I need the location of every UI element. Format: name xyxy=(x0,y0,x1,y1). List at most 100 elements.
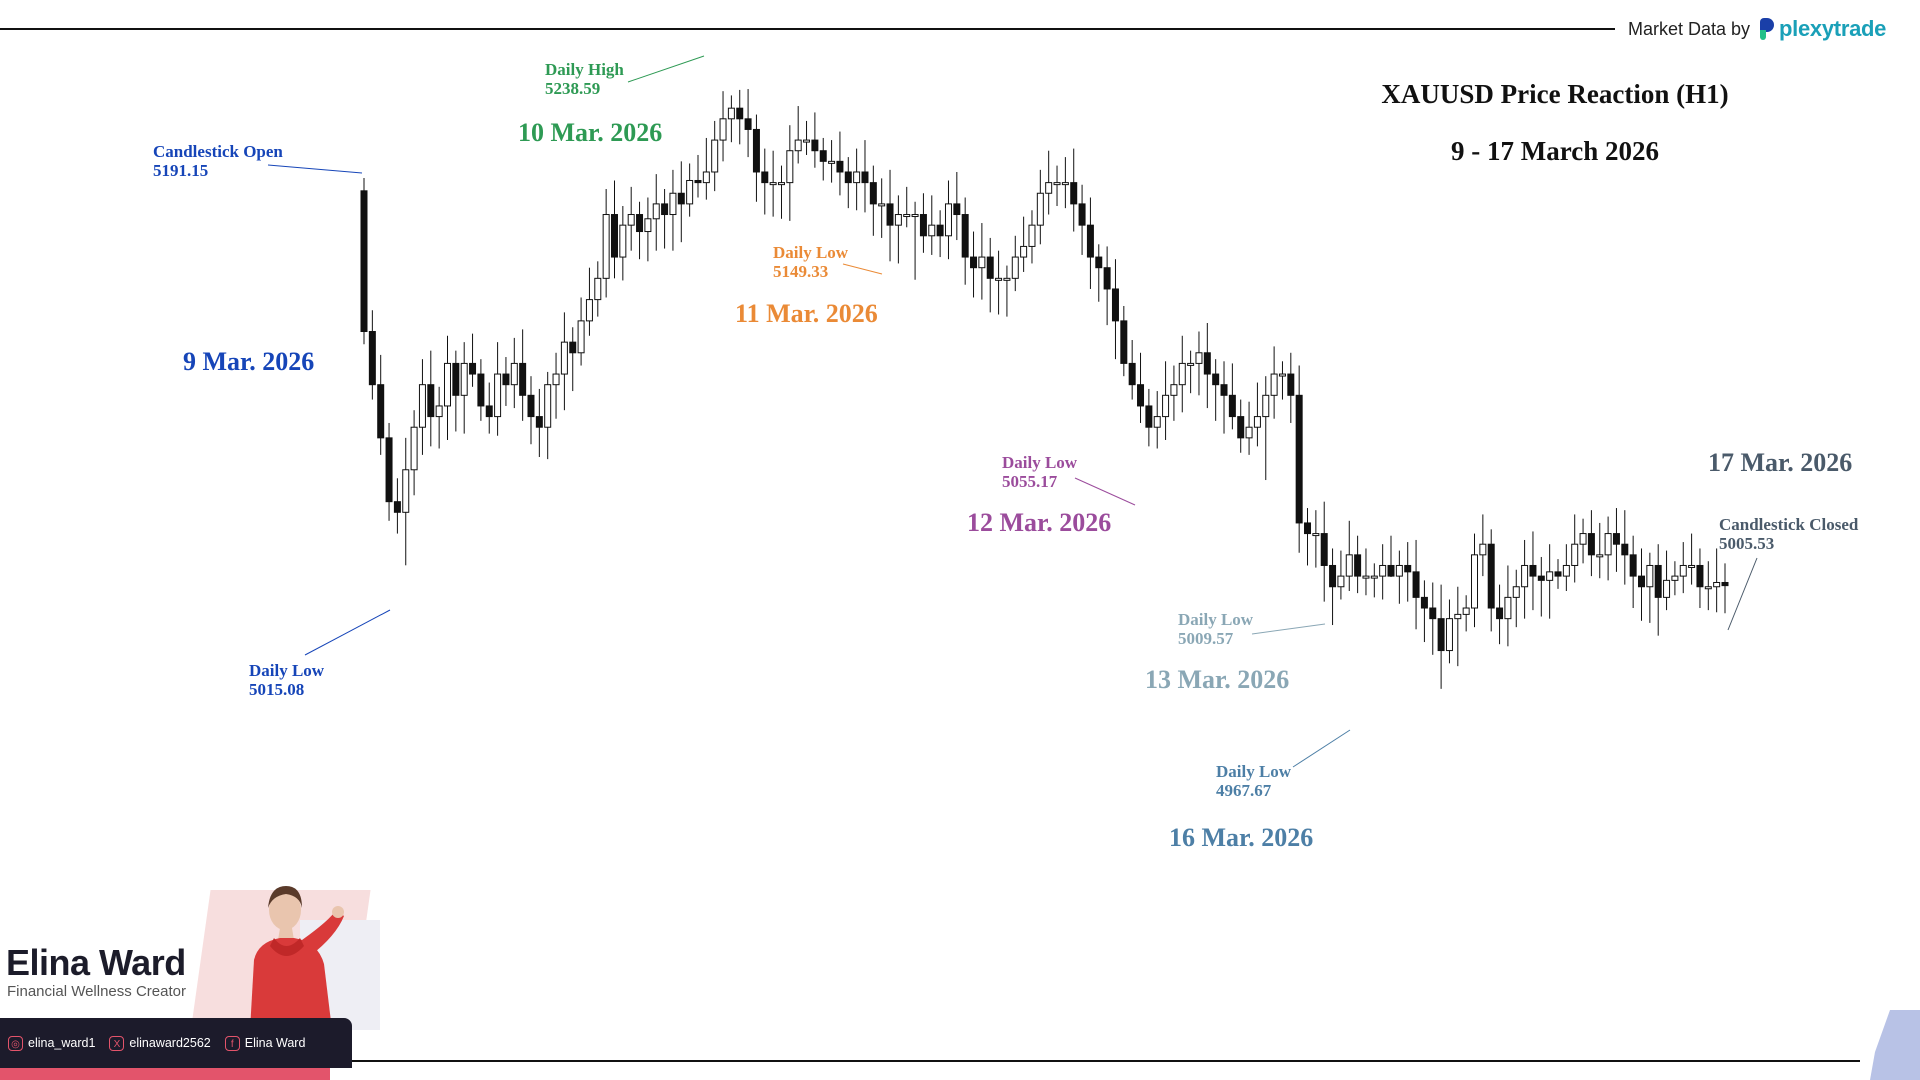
candle-body-bearish xyxy=(1404,564,1412,573)
candle-body-bullish xyxy=(794,139,802,152)
candle-body-bearish xyxy=(744,118,752,130)
candle xyxy=(794,106,802,164)
candle-body-bearish xyxy=(1354,554,1362,577)
candle xyxy=(953,171,961,241)
candle xyxy=(1713,548,1721,613)
facebook-icon: f xyxy=(224,1035,240,1051)
candle xyxy=(494,342,502,436)
candle-body-bearish xyxy=(761,171,769,184)
mar9-low-value: 5015.08 xyxy=(249,680,305,699)
social-facebook[interactable]: f Elina Ward xyxy=(224,1035,305,1051)
candle xyxy=(1137,352,1145,423)
candle xyxy=(1028,210,1036,264)
candle-body-bearish xyxy=(1320,533,1328,566)
candle-body-bearish xyxy=(569,341,577,354)
candle xyxy=(786,125,794,221)
candle-body-bearish xyxy=(1086,224,1094,258)
candle-body-bullish xyxy=(669,192,677,216)
candle xyxy=(652,174,660,251)
candle-body-bullish xyxy=(619,224,627,258)
candle-body-bearish xyxy=(427,384,435,418)
candle xyxy=(1529,531,1537,611)
candle-body-bullish xyxy=(1704,586,1712,590)
candle-body-bearish xyxy=(1387,564,1395,577)
candle-body-bearish xyxy=(1496,607,1504,620)
candle-body-bullish xyxy=(878,203,886,207)
candle xyxy=(661,189,669,249)
candle-body-bearish xyxy=(1070,182,1078,205)
date-mar16: 16 Mar. 2026 xyxy=(1169,823,1314,852)
candle-body-bullish xyxy=(602,214,610,279)
mar13-low-label: Daily Low xyxy=(1178,610,1254,629)
candle-body-bullish xyxy=(1663,579,1671,598)
candle xyxy=(1571,514,1579,583)
candle xyxy=(1287,352,1295,423)
leader-candle-closed xyxy=(1727,557,1758,631)
candle xyxy=(1562,544,1570,591)
candle-body-bearish xyxy=(694,179,702,184)
candle xyxy=(1195,331,1203,396)
candle xyxy=(777,165,785,219)
candle xyxy=(686,163,694,217)
social-instagram[interactable]: ◎ elina_ward1 xyxy=(8,1035,95,1051)
candle xyxy=(736,89,744,145)
candle xyxy=(1036,169,1044,245)
candle-body-bullish xyxy=(702,171,710,184)
date-mar10: 10 Mar. 2026 xyxy=(518,118,663,147)
candle xyxy=(1128,340,1136,400)
candle xyxy=(944,180,952,260)
candle xyxy=(1521,539,1529,619)
leader-mar13-low xyxy=(1251,623,1326,635)
candle xyxy=(636,201,644,260)
candle xyxy=(711,120,719,192)
candle xyxy=(1061,157,1069,209)
candle-body-bearish xyxy=(752,128,760,173)
candle xyxy=(1537,556,1545,617)
candle xyxy=(644,197,652,262)
candle-body-bearish xyxy=(636,214,644,233)
candle xyxy=(610,180,618,279)
candle xyxy=(1220,361,1228,434)
candle xyxy=(970,231,978,298)
candle xyxy=(978,223,986,300)
candle-body-bearish xyxy=(1304,522,1312,535)
candles-layer xyxy=(360,89,1729,689)
candle-body-bearish xyxy=(1128,362,1136,386)
candle-closed-annotation: Candlestick Closed 5005.53 xyxy=(1719,515,1858,553)
candle xyxy=(368,310,376,400)
candle-body-bearish xyxy=(1554,571,1562,577)
creator-photo xyxy=(250,886,344,1030)
candle xyxy=(894,195,902,264)
social-x[interactable]: X elinaward2562 xyxy=(109,1035,211,1051)
candle xyxy=(1629,535,1637,609)
candle xyxy=(1162,361,1170,440)
candle-body-bearish xyxy=(953,203,961,216)
candle-body-bullish xyxy=(577,320,585,354)
candle-body-bullish xyxy=(1370,575,1378,579)
candle-body-bearish xyxy=(1654,564,1662,598)
candle xyxy=(1053,165,1061,207)
candle-body-bullish xyxy=(944,203,952,237)
candle-body-bearish xyxy=(452,362,460,396)
candle-body-bearish xyxy=(811,139,819,152)
candle xyxy=(1345,520,1353,591)
candle-body-bearish xyxy=(519,362,527,396)
candle-body-bearish xyxy=(1638,575,1646,588)
candle-body-bullish xyxy=(1011,256,1019,279)
candle-body-bearish xyxy=(360,190,368,333)
candle-body-bullish xyxy=(978,256,986,269)
candle-body-bullish xyxy=(1546,571,1554,581)
candle-body-bullish xyxy=(1462,607,1470,615)
candle-body-bearish xyxy=(1529,564,1537,577)
candle xyxy=(1471,533,1479,628)
candle xyxy=(1304,508,1312,566)
candle xyxy=(1295,365,1303,553)
candle-body-bullish xyxy=(727,107,735,120)
candle xyxy=(1354,535,1362,594)
candle xyxy=(1370,563,1378,598)
candle xyxy=(1212,359,1220,421)
candle-body-bullish xyxy=(1479,543,1487,556)
candle xyxy=(1454,586,1462,667)
candle-body-bullish xyxy=(1362,575,1370,579)
plexytrade-logo[interactable]: plexytrade xyxy=(1758,16,1886,42)
